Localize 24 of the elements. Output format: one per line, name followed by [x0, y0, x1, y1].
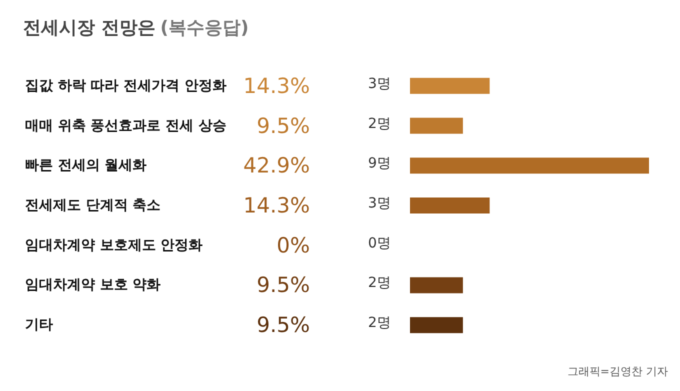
text: 전세시장 전망은	[23, 18, 156, 38]
data-label: 9.5%	[256, 273, 310, 298]
y-tick-label: 기타	[25, 317, 53, 334]
text: 3명	[368, 76, 391, 92]
text: 3명	[368, 196, 391, 212]
y-tick-label: 빠른 전세의 월세화	[25, 158, 147, 174]
y-tick-label: 전세제도 단계적 축소	[25, 198, 161, 214]
data-label: 0%	[276, 233, 310, 258]
text: 2명	[368, 315, 391, 332]
data-label: 9.5%	[256, 114, 310, 138]
y-tick-label: 임대차계약 보호제도 안정화	[25, 237, 203, 254]
text: (복수응답)	[160, 18, 249, 38]
text: 9명	[368, 156, 391, 172]
y-tick-label: 집값 하락 따라 전세가격 안정화	[25, 78, 226, 94]
data-label: 14.3%	[243, 194, 310, 218]
text: 2명	[368, 116, 391, 132]
text: 0명	[368, 235, 391, 252]
y-tick-label: 임대차계약 보호 약화	[25, 277, 161, 294]
data-label: 14.3%	[243, 74, 310, 98]
data-label: 9.5%	[256, 313, 310, 338]
text: 그래픽=김영찬 기자	[567, 365, 668, 378]
y-tick-label: 매매 위축 풍선효과로 전세 상승	[25, 118, 226, 134]
data-label: 42.9%	[243, 154, 310, 178]
text: 2명	[368, 275, 391, 292]
